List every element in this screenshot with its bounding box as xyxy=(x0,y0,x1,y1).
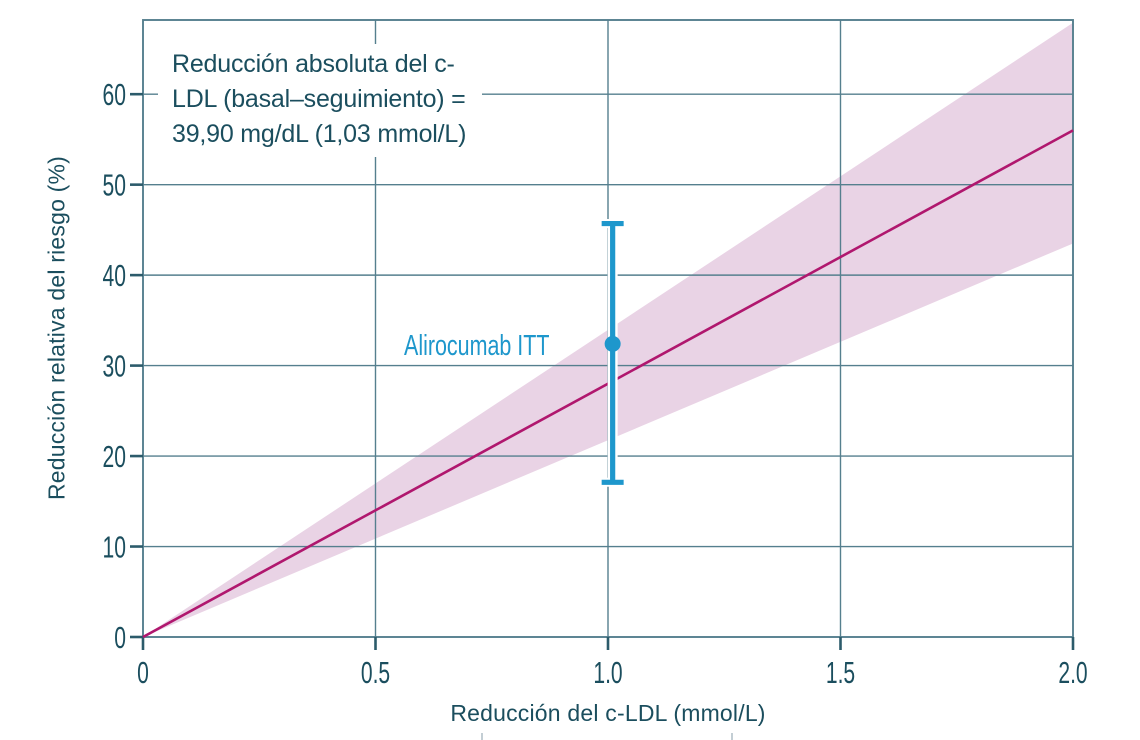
x-tick-label: 0 xyxy=(137,655,149,690)
y-tick-label-text: 0 xyxy=(114,620,126,655)
x-axis-title: Reducción del c-LDL (mmol/L) xyxy=(450,700,766,726)
x-tick-label-text: 1.0 xyxy=(593,655,622,690)
annotation-line-3: 39,90 mg/dL (1,03 mmol/L) xyxy=(172,120,467,148)
x-tick-label-text: 0.5 xyxy=(361,655,390,690)
cropped-artifact xyxy=(481,733,483,740)
y-tick-label: 0 xyxy=(114,620,126,655)
y-tick-label: 20 xyxy=(103,439,126,474)
y-tick-label-text: 20 xyxy=(103,439,126,474)
study-point-marker xyxy=(604,335,621,352)
y-tick-label: 10 xyxy=(103,529,126,564)
y-tick-label-text: 40 xyxy=(103,258,126,293)
y-tick-label-text: 10 xyxy=(103,529,126,564)
y-tick-label: 40 xyxy=(103,258,126,293)
x-tick-label: 2.0 xyxy=(1058,655,1087,690)
y-axis-title: Reducción relativa del riesgo (%) xyxy=(43,155,70,501)
cropped-artifact xyxy=(731,733,733,740)
annotation-line-1: Reducción absoluta del c- xyxy=(172,50,455,78)
x-tick-label: 1.0 xyxy=(593,655,622,690)
y-tick-label: 30 xyxy=(103,349,126,384)
x-tick-label: 1.5 xyxy=(826,655,855,690)
y-tick-label: 60 xyxy=(103,77,126,112)
y-tick-label-text: 30 xyxy=(103,349,126,384)
x-tick-label: 0.5 xyxy=(361,655,390,690)
y-tick-label-text: 60 xyxy=(103,77,126,112)
ldl-reduction-annotation: Reducción absoluta del c- LDL (basal–seg… xyxy=(158,44,483,157)
y-tick-label-text: 50 xyxy=(103,168,126,203)
x-tick-label-text: 1.5 xyxy=(826,655,855,690)
annotation-line-2: LDL (basal–seguimiento) = xyxy=(172,85,466,113)
x-tick-label-text: 2.0 xyxy=(1058,655,1087,690)
x-tick-label-text: 0 xyxy=(137,655,149,690)
study-point-label: Alirocumab ITT xyxy=(404,330,550,362)
y-tick-label: 50 xyxy=(103,168,126,203)
